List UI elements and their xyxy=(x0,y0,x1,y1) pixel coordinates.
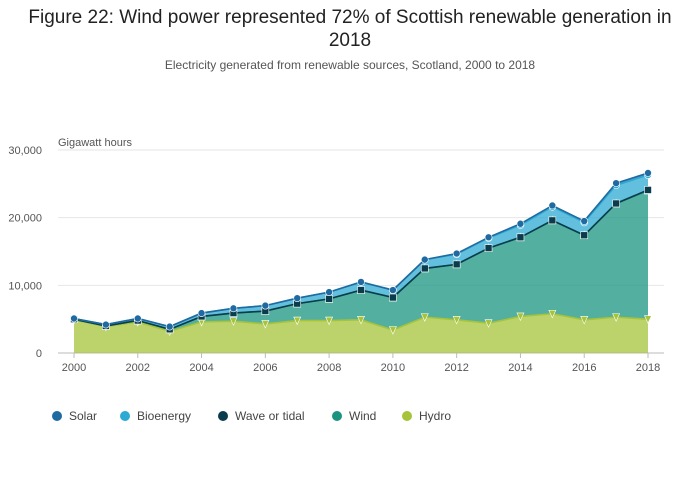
x-tick-label: 2018 xyxy=(636,362,660,374)
y-tick-label: 30,000 xyxy=(8,145,42,157)
legend-label: Solar xyxy=(69,409,97,423)
point-solar-2011[interactable] xyxy=(420,255,429,264)
point-solar-2008[interactable] xyxy=(325,288,333,296)
point-solar-2013[interactable] xyxy=(484,233,493,242)
chart-subtitle: Electricity generated from renewable sou… xyxy=(164,58,536,72)
legend-swatch xyxy=(402,411,412,421)
point-solar-2012[interactable] xyxy=(452,249,461,258)
chart-title: Figure 22: Wind power represented 72% of… xyxy=(28,7,672,51)
legend-label: Wave or tidal xyxy=(235,409,305,423)
point-wave-or-tidal-2016[interactable] xyxy=(580,231,589,240)
area-wind xyxy=(74,190,648,332)
legend-item-hydro[interactable]: Hydro xyxy=(402,409,451,423)
legend-label: Hydro xyxy=(419,409,451,423)
point-wave-or-tidal-2013[interactable] xyxy=(484,244,493,252)
x-tick-label: 2002 xyxy=(126,362,150,374)
point-hydro-2005[interactable] xyxy=(229,317,238,326)
point-solar-2003[interactable] xyxy=(165,322,174,331)
point-hydro-2011[interactable] xyxy=(420,313,429,322)
legend-swatch xyxy=(218,411,228,421)
point-solar-2015[interactable] xyxy=(548,201,557,210)
x-tick-label: 2014 xyxy=(508,362,532,374)
point-solar-2002[interactable] xyxy=(133,314,142,323)
x-tick-label: 2000 xyxy=(62,362,86,374)
y-tick-label: 20,000 xyxy=(8,213,42,225)
point-solar-2018[interactable] xyxy=(644,169,652,177)
legend-item-bioenergy[interactable]: Bioenergy xyxy=(120,409,191,423)
point-solar-2016[interactable] xyxy=(580,217,589,225)
x-tick-label: 2012 xyxy=(444,362,468,374)
legend-swatch xyxy=(120,411,130,421)
point-solar-2000[interactable] xyxy=(70,314,78,323)
x-tick-label: 2008 xyxy=(317,362,341,374)
point-hydro-2016[interactable] xyxy=(580,316,589,325)
x-tick-label: 2016 xyxy=(572,362,596,374)
legend-swatch xyxy=(52,411,62,421)
point-hydro-2010[interactable] xyxy=(388,326,397,335)
legend-label: Wind xyxy=(349,409,376,423)
point-solar-2017[interactable] xyxy=(612,179,620,187)
y-tick-label: 0 xyxy=(36,348,42,360)
point-hydro-2018[interactable] xyxy=(644,315,652,324)
legend-item-wave-or-tidal[interactable]: Wave or tidal xyxy=(218,409,305,423)
point-wave-or-tidal-2018[interactable] xyxy=(644,186,652,194)
point-wave-or-tidal-2012[interactable] xyxy=(452,260,461,269)
point-hydro-2017[interactable] xyxy=(612,313,621,322)
point-solar-2014[interactable] xyxy=(516,219,525,228)
point-hydro-2006[interactable] xyxy=(261,320,270,329)
point-solar-2010[interactable] xyxy=(389,286,397,294)
point-hydro-2014[interactable] xyxy=(516,312,525,322)
point-wave-or-tidal-2008[interactable] xyxy=(325,295,333,303)
point-solar-2001[interactable] xyxy=(102,320,110,329)
legend-swatch xyxy=(332,411,342,421)
legend-label: Bioenergy xyxy=(137,409,191,423)
x-tick-label: 2006 xyxy=(253,362,277,374)
y-axis-label: Gigawatt hours xyxy=(58,137,132,149)
point-hydro-2015[interactable] xyxy=(548,309,557,319)
point-hydro-2013[interactable] xyxy=(484,319,493,328)
point-solar-2005[interactable] xyxy=(229,304,238,313)
point-hydro-2008[interactable] xyxy=(325,316,334,326)
point-hydro-2009[interactable] xyxy=(357,316,365,325)
point-wave-or-tidal-2017[interactable] xyxy=(612,199,620,208)
x-tick-label: 2010 xyxy=(381,362,405,374)
point-solar-2007[interactable] xyxy=(293,294,302,302)
point-hydro-2012[interactable] xyxy=(452,316,461,325)
point-wave-or-tidal-2011[interactable] xyxy=(420,264,429,273)
point-hydro-2007[interactable] xyxy=(293,316,302,326)
x-tick-label: 2004 xyxy=(189,362,213,374)
point-wave-or-tidal-2009[interactable] xyxy=(357,286,365,294)
legend-item-solar[interactable]: Solar xyxy=(52,409,97,423)
legend-item-wind[interactable]: Wind xyxy=(332,409,376,423)
point-solar-2009[interactable] xyxy=(357,278,365,286)
area-hydro xyxy=(74,313,648,353)
point-wave-or-tidal-2014[interactable] xyxy=(516,233,525,242)
point-wave-or-tidal-2010[interactable] xyxy=(389,293,397,302)
y-tick-label: 10,000 xyxy=(8,280,42,292)
point-solar-2006[interactable] xyxy=(261,301,270,310)
point-solar-2004[interactable] xyxy=(197,309,206,317)
point-wave-or-tidal-2015[interactable] xyxy=(548,216,557,225)
